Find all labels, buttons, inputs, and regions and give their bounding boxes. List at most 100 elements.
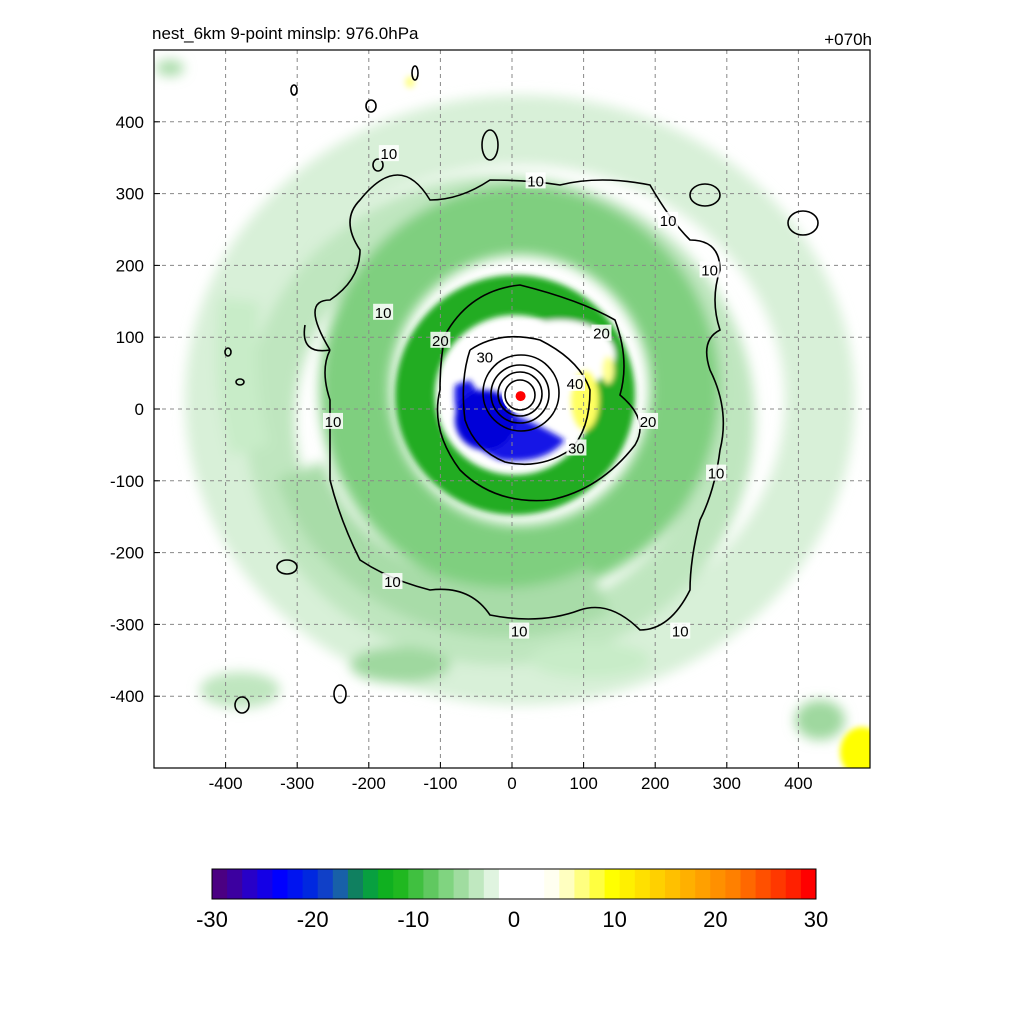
colorbar-swatch bbox=[740, 869, 757, 899]
chart-title: nest_6km 9-point minslp: 976.0hPa bbox=[152, 24, 419, 43]
colorbar-swatch bbox=[514, 869, 530, 899]
contour-label: 10 bbox=[660, 213, 677, 230]
colorbar-swatch bbox=[770, 869, 787, 899]
contour-blob bbox=[224, 347, 232, 357]
contour-label-bg bbox=[525, 172, 546, 189]
colorbar-tick-label: -30 bbox=[196, 907, 228, 932]
x-tick-label: -100 bbox=[423, 774, 457, 793]
contour-label-bg bbox=[670, 622, 691, 639]
colorbar-swatch bbox=[287, 869, 304, 899]
colorbar-tick-label: -10 bbox=[397, 907, 429, 932]
contour-label: 20 bbox=[593, 326, 610, 343]
contour-label: 10 bbox=[375, 305, 392, 322]
x-tick-label: 0 bbox=[507, 774, 516, 793]
colorbar-swatch bbox=[755, 869, 772, 899]
x-tick-label: -200 bbox=[352, 774, 386, 793]
colorbar-swatch bbox=[559, 869, 575, 899]
colorbar-swatch bbox=[483, 869, 500, 899]
contour-blob bbox=[689, 183, 721, 207]
contour-blob bbox=[276, 559, 298, 575]
colorbar-swatch bbox=[393, 869, 409, 899]
y-axis: 400 300 200 100 0 -100 -200 -300 -400 bbox=[110, 113, 160, 706]
contour-inner-4 bbox=[504, 379, 536, 411]
contour-blob bbox=[365, 99, 377, 113]
colorbar-swatch bbox=[257, 869, 273, 899]
colorbar-swatch bbox=[317, 869, 334, 899]
contour-label-bg bbox=[658, 211, 679, 228]
colorbar-swatch bbox=[453, 869, 470, 899]
x-tick-label: 100 bbox=[569, 774, 597, 793]
contour-label-bg bbox=[638, 412, 659, 429]
colorbar-swatch bbox=[347, 869, 364, 899]
colorbar-swatch bbox=[785, 869, 802, 899]
colorbar: -30 -20 -10 0 10 20 30 bbox=[196, 868, 828, 932]
storm-center-marker bbox=[515, 391, 526, 402]
contour-blob bbox=[411, 65, 419, 81]
y-tick-label: 100 bbox=[116, 328, 144, 347]
y-tick-label: -100 bbox=[110, 472, 144, 491]
contour-label-bg bbox=[323, 412, 343, 429]
colorbar-swatch bbox=[332, 869, 349, 899]
x-tick-label: 200 bbox=[641, 774, 669, 793]
contour-blob bbox=[481, 129, 499, 161]
forecast-hour: +070h bbox=[824, 30, 872, 49]
colorbar-swatch bbox=[498, 869, 515, 899]
contour-label-bg bbox=[699, 261, 720, 278]
colorbar-swatch bbox=[649, 869, 666, 899]
colorbar-swatch bbox=[242, 869, 258, 899]
contour-label: 10 bbox=[672, 624, 689, 641]
x-tick-label: 300 bbox=[713, 774, 741, 793]
contour-blob bbox=[235, 378, 245, 386]
contour-inner-1 bbox=[482, 354, 560, 432]
contour-label-bg bbox=[509, 622, 530, 639]
colorbar-swatch bbox=[665, 869, 681, 899]
contour-label-bg bbox=[373, 303, 394, 320]
y-tick-label: -200 bbox=[110, 544, 144, 563]
y-tick-label: -300 bbox=[110, 615, 144, 634]
contour-lines bbox=[224, 65, 819, 714]
contour-label: 10 bbox=[708, 466, 725, 483]
contour-blob bbox=[290, 84, 298, 96]
contour-label: 20 bbox=[640, 414, 657, 431]
colorbar-swatch bbox=[423, 869, 439, 899]
contour-10-west bbox=[303, 324, 331, 352]
colorbar-tick-label: 20 bbox=[703, 907, 727, 932]
colorbar-swatch bbox=[408, 869, 424, 899]
contour-label-bg bbox=[706, 464, 727, 481]
contour-label: 10 bbox=[325, 414, 342, 431]
contour-label: 10 bbox=[381, 146, 398, 163]
contour-label-bg bbox=[566, 439, 587, 456]
contour-label-bg bbox=[591, 324, 612, 341]
colorbar-swatch bbox=[604, 869, 621, 899]
colorbar-swatch bbox=[227, 869, 243, 899]
colorbar-tick-label: -20 bbox=[297, 907, 329, 932]
y-tick-label: 0 bbox=[135, 400, 144, 419]
colorbar-swatch bbox=[363, 869, 379, 899]
y-tick-label: -400 bbox=[110, 687, 144, 706]
shaded-field bbox=[156, 60, 870, 768]
contour-label: 40 bbox=[567, 376, 584, 393]
colorbar-swatch bbox=[272, 869, 288, 899]
colorbar-swatch bbox=[725, 869, 741, 899]
contour-label-bg bbox=[378, 145, 399, 162]
contour-label: 30 bbox=[568, 440, 585, 457]
colorbar-swatch bbox=[438, 869, 455, 899]
contour-label: 10 bbox=[701, 262, 718, 279]
y-tick-label: 300 bbox=[116, 185, 144, 204]
contour-label: 10 bbox=[511, 624, 528, 641]
x-tick-label: -300 bbox=[280, 774, 314, 793]
colorbar-tick-label: 10 bbox=[602, 907, 626, 932]
colorbar-swatch bbox=[529, 869, 545, 899]
colorbar-swatch bbox=[212, 869, 228, 899]
contour-10 bbox=[314, 174, 725, 631]
colorbar-swatch bbox=[468, 869, 485, 899]
contour-20 bbox=[436, 284, 641, 502]
contour-label: 10 bbox=[384, 574, 401, 591]
contour-labels: 10 10 10 10 10 10 10 10 10 10 20 20 20 30 30 40 bbox=[323, 145, 727, 641]
contour-label-bg bbox=[474, 348, 495, 365]
contour-label: 20 bbox=[432, 333, 449, 350]
contour-inner-2 bbox=[490, 364, 550, 424]
contour-blob bbox=[234, 696, 250, 714]
x-tick-label: -400 bbox=[209, 774, 243, 793]
